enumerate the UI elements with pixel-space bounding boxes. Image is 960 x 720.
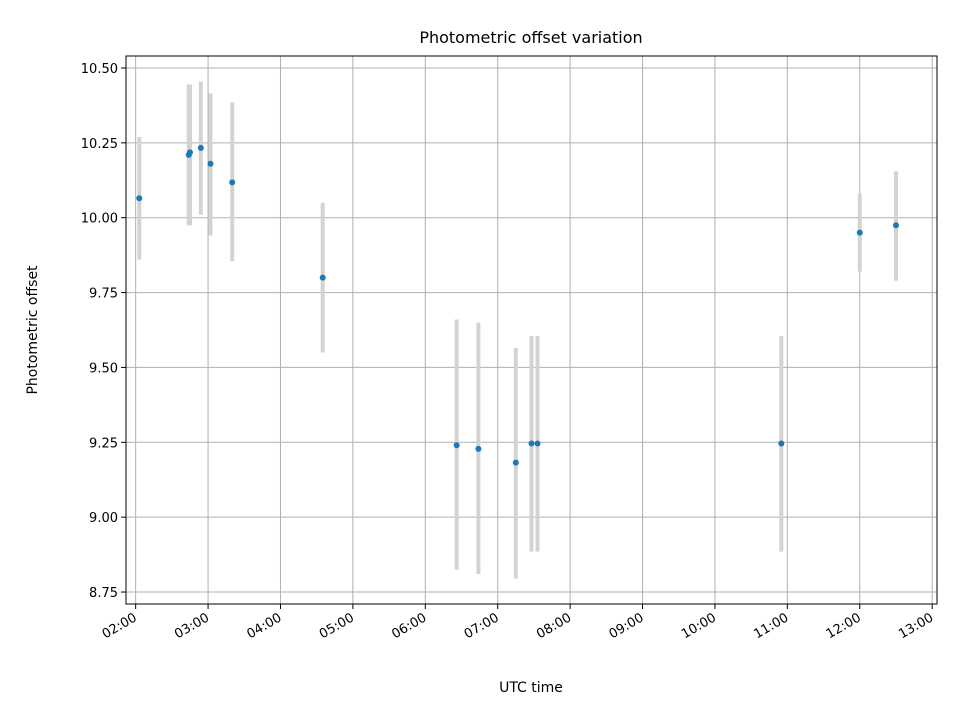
chart-title: Photometric offset variation xyxy=(419,28,642,47)
y-tick-label: 10.50 xyxy=(81,62,118,77)
error-bar-layer xyxy=(137,81,898,579)
y-tick-label: 8.75 xyxy=(89,586,118,601)
data-point xyxy=(453,442,460,449)
data-point xyxy=(136,195,143,202)
x-tick-label: 10:00 xyxy=(679,610,719,642)
data-point xyxy=(475,445,482,452)
x-tick-label: 12:00 xyxy=(824,610,864,642)
y-tick-label: 9.25 xyxy=(89,436,118,451)
data-point xyxy=(534,440,541,447)
y-axis-label: Photometric offset xyxy=(25,265,41,395)
x-axis-label: UTC time xyxy=(499,680,563,696)
x-tick-label: 02:00 xyxy=(100,610,140,642)
x-tick-label: 09:00 xyxy=(607,610,647,642)
y-tick-label: 9.75 xyxy=(89,287,118,302)
data-point-layer xyxy=(136,144,899,466)
data-point xyxy=(892,222,899,229)
y-tick-label: 10.25 xyxy=(81,137,118,152)
x-tick-label: 06:00 xyxy=(389,610,429,642)
x-tick-label: 13:00 xyxy=(896,610,936,642)
x-tick-label: 04:00 xyxy=(245,610,285,642)
data-point xyxy=(512,459,519,466)
data-point xyxy=(229,179,236,186)
data-point xyxy=(528,440,535,447)
x-tick-label: 11:00 xyxy=(751,610,791,642)
y-tick-label: 10.00 xyxy=(81,212,118,227)
data-point xyxy=(207,160,214,167)
data-point xyxy=(197,144,204,151)
data-point xyxy=(186,149,193,156)
data-point xyxy=(319,274,326,281)
data-point xyxy=(856,229,863,236)
x-tick-label: 08:00 xyxy=(534,610,574,642)
y-tick-label: 9.00 xyxy=(89,511,118,526)
y-tick-label: 9.50 xyxy=(89,361,118,376)
x-tick-label: 05:00 xyxy=(317,610,357,642)
plot-area-frame xyxy=(125,55,938,605)
data-point xyxy=(778,440,785,447)
x-tick-label: 07:00 xyxy=(462,610,502,642)
x-tick-label: 03:00 xyxy=(172,610,212,642)
